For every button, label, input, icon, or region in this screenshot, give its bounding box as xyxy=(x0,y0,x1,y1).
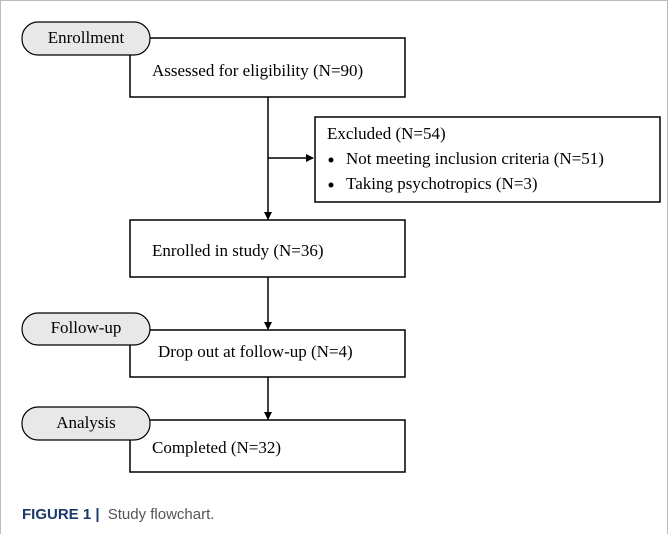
node-item: Taking psychotropics (N=3) xyxy=(346,174,538,193)
stage-label: Analysis xyxy=(56,413,116,432)
node-box xyxy=(129,219,406,278)
node-item: Not meeting inclusion criteria (N=51) xyxy=(346,149,604,168)
node-box xyxy=(129,329,406,378)
stage-pill xyxy=(21,312,151,346)
bullet xyxy=(328,182,334,188)
node-box xyxy=(129,37,406,98)
node-label: Excluded (N=54) xyxy=(327,124,446,143)
stage-label: Follow-up xyxy=(51,318,122,337)
node-label: Drop out at follow-up (N=4) xyxy=(158,342,353,361)
caption-label: FIGURE 1 | xyxy=(22,506,100,523)
node-label: Enrolled in study (N=36) xyxy=(152,241,324,260)
bullet xyxy=(328,157,334,163)
node-label: Assessed for eligibility (N=90) xyxy=(152,61,363,80)
caption-text: Study flowchart. xyxy=(108,506,215,523)
node-label: Completed (N=32) xyxy=(152,438,281,457)
stage-label: Enrollment xyxy=(48,28,125,47)
node-box xyxy=(129,419,406,473)
node-box xyxy=(314,116,661,203)
caption: FIGURE 1 | Study flowchart. xyxy=(22,506,214,523)
stage-pill xyxy=(21,406,151,441)
stage-pill xyxy=(21,21,151,56)
